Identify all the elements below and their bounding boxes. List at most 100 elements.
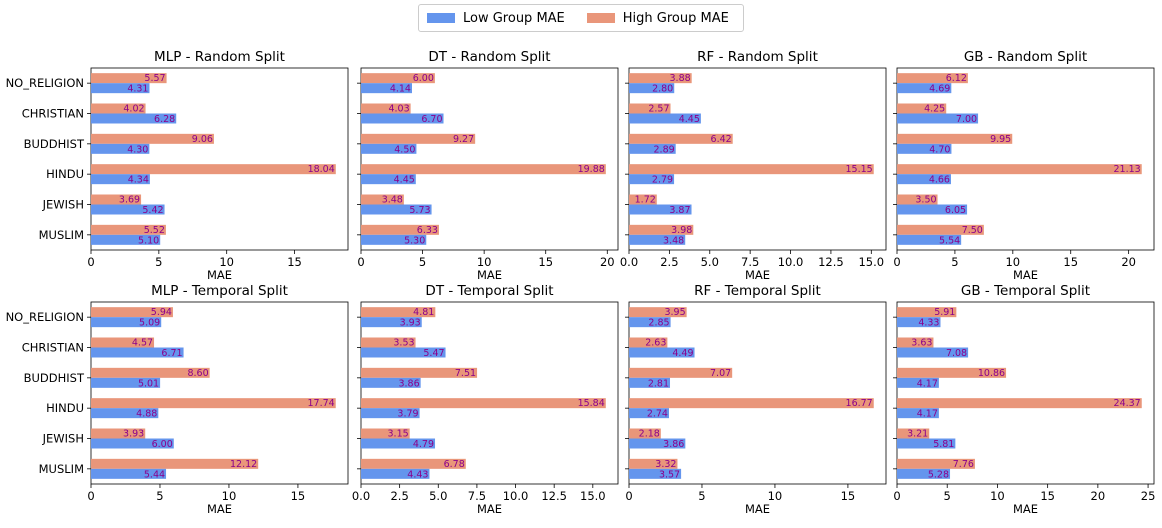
legend-swatch-high: [586, 13, 615, 23]
value-label-high: 5.52: [144, 225, 165, 236]
value-label-low: 5.73: [409, 205, 430, 216]
bar-high-muslim: [897, 224, 984, 235]
bar-high-muslim: [897, 458, 975, 469]
bar-low-no_religion: [361, 83, 412, 94]
bar-high-no_religion: [897, 307, 957, 318]
x-tick-label: 15: [287, 255, 302, 269]
bar-high-muslim: [91, 224, 166, 235]
value-label-high: 3.50: [915, 195, 936, 206]
bar-low-christian: [91, 347, 184, 358]
bar-high-christian: [91, 337, 155, 348]
bar-high-hindu: [629, 398, 874, 409]
bar-high-hindu: [361, 398, 606, 409]
value-label-low: 6.28: [154, 114, 175, 125]
x-tick-label: 5: [155, 255, 162, 269]
bar-low-muslim: [897, 468, 951, 479]
bar-high-christian: [91, 103, 146, 114]
x-tick-label: 15: [1040, 489, 1055, 503]
bar-low-no_religion: [629, 317, 671, 328]
value-label-low: 6.71: [161, 348, 182, 359]
value-label-low: 4.30: [127, 144, 148, 155]
plot-frame: [90, 67, 349, 251]
bar-high-jewish: [361, 194, 404, 205]
x-tick-label: 5: [698, 489, 705, 503]
bar-low-christian: [629, 113, 701, 124]
value-label-high: 3.95: [664, 307, 685, 318]
value-label-low: 7.00: [956, 114, 977, 125]
chart-legend: Low Group MAE High Group MAE: [418, 4, 744, 32]
x-tick-label: 0: [893, 489, 900, 503]
bar-high-muslim: [629, 458, 678, 469]
bar-high-no_religion: [629, 307, 687, 318]
panel-title: DT - Random Split: [428, 49, 550, 65]
value-label-high: 19.88: [578, 164, 605, 175]
bar-high-jewish: [897, 194, 938, 205]
bar-high-muslim: [361, 224, 439, 235]
value-label-low: 5.28: [928, 469, 949, 480]
bar-low-jewish: [629, 204, 692, 215]
value-label-low: 5.81: [933, 439, 954, 450]
value-label-low: 2.81: [648, 378, 669, 389]
bar-high-no_religion: [897, 73, 968, 84]
x-tick-label: 0.0: [620, 255, 638, 269]
bar-low-jewish: [91, 204, 165, 215]
value-label-low: 3.87: [669, 205, 690, 216]
panel-title: GB - Temporal Split: [961, 283, 1090, 299]
value-label-high: 7.51: [455, 368, 476, 379]
value-label-low: 5.01: [138, 378, 159, 389]
value-label-high: 5.94: [151, 307, 172, 318]
panel-title: GB - Random Split: [964, 49, 1087, 65]
bar-low-buddhist: [629, 377, 671, 388]
bar-high-christian: [897, 337, 934, 348]
plot-frame: [360, 301, 619, 485]
value-label-low: 4.79: [413, 439, 434, 450]
bar-high-no_religion: [361, 73, 435, 84]
category-label: BUDDHIST: [24, 371, 85, 385]
value-label-high: 3.21: [907, 429, 928, 440]
bar-high-christian: [361, 337, 416, 348]
x-tick-label: 0: [893, 255, 900, 269]
value-label-high: 3.48: [382, 195, 403, 206]
value-label-high: 6.78: [444, 459, 465, 470]
value-label-low: 4.49: [672, 348, 693, 359]
bar-high-muslim: [629, 224, 694, 235]
bar-high-buddhist: [897, 133, 1013, 144]
category-label: NO_RELIGION: [6, 310, 84, 324]
value-label-high: 5.91: [934, 307, 955, 318]
value-label-high: 8.60: [187, 368, 208, 379]
x-axis-label: MAE: [207, 268, 232, 282]
plot-frame: [896, 67, 1155, 251]
bar-low-no_religion: [361, 317, 422, 328]
legend-item-high: High Group MAE: [579, 11, 729, 26]
value-label-high: 15.84: [578, 398, 605, 409]
legend-swatch-low: [427, 13, 455, 23]
x-tick-label: 20: [600, 255, 615, 269]
bar-low-hindu: [897, 174, 951, 185]
value-label-high: 1.72: [635, 195, 656, 206]
value-label-high: 10.86: [978, 368, 1005, 379]
category-label: JEWISH: [42, 432, 84, 446]
value-label-low: 3.79: [397, 409, 418, 420]
x-tick-label: 2.5: [660, 255, 678, 269]
bar-low-jewish: [361, 438, 436, 449]
x-axis-label: MAE: [477, 502, 502, 516]
x-axis-label: MAE: [745, 502, 770, 516]
x-tick-label: 15: [538, 255, 553, 269]
panel-title: RF - Random Split: [697, 49, 818, 65]
value-label-low: 4.14: [390, 84, 411, 95]
bar-low-jewish: [629, 438, 686, 449]
bar-high-christian: [897, 103, 947, 114]
value-label-high: 5.57: [144, 73, 165, 84]
value-label-low: 6.00: [152, 439, 173, 450]
bar-low-buddhist: [91, 143, 150, 154]
category-label: JEWISH: [42, 198, 84, 212]
bar-high-no_religion: [91, 73, 167, 84]
bar-high-hindu: [629, 164, 874, 175]
x-tick-label: 15: [1063, 255, 1078, 269]
value-label-high: 2.63: [645, 338, 666, 349]
category-label: HINDU: [46, 401, 84, 415]
bar-low-christian: [91, 113, 177, 124]
bar-high-hindu: [361, 164, 606, 175]
panel-title: DT - Temporal Split: [425, 283, 553, 299]
bar-high-jewish: [361, 428, 410, 439]
